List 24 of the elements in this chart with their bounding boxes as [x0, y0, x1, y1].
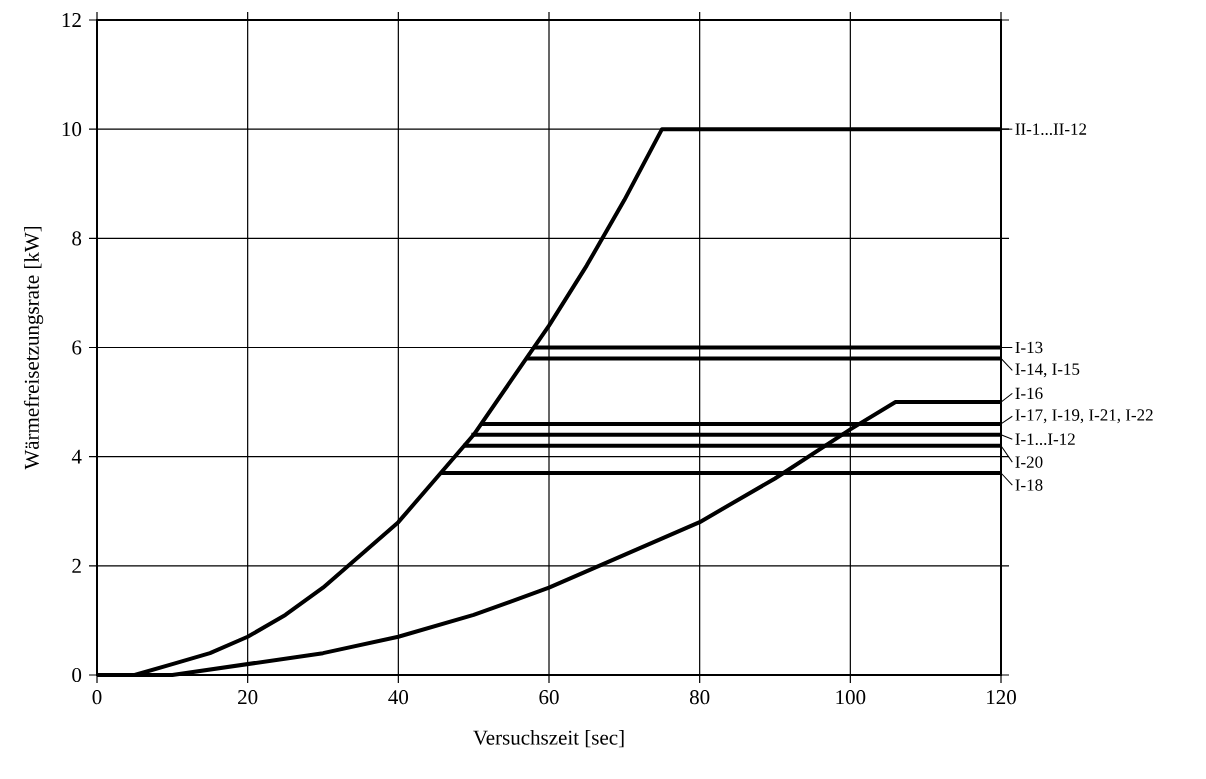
legend-label: I-17, I-19, I-21, I-22 — [1015, 409, 1153, 424]
x-tick-label: 0 — [92, 690, 102, 705]
x-tick-label: 100 — [836, 690, 866, 705]
legend-label: I-18 — [1015, 479, 1043, 491]
y-tick-label: 12 — [62, 13, 81, 27]
y-tick-label: 0 — [72, 667, 82, 683]
legend-label: II-1...II-12 — [1015, 123, 1087, 135]
x-tick-label: 120 — [987, 690, 1016, 705]
legend-label: I-1...I-12 — [1015, 433, 1075, 445]
legend-label: I-16 — [1015, 387, 1043, 400]
x-tick-label: 60 — [539, 690, 559, 705]
legend-label: I-14, I-15 — [1015, 363, 1080, 378]
y-tick-label: 10 — [62, 122, 82, 137]
legend-label: I-13 — [1015, 341, 1043, 354]
y-tick-label: 2 — [72, 558, 81, 573]
y-axis-title: Wärmefreisetzungsrate [kW] — [23, 226, 44, 470]
x-tick-label: 40 — [388, 690, 409, 705]
y-tick-label: 8 — [72, 231, 82, 246]
x-tick-label: 20 — [238, 690, 258, 705]
y-tick-label: 4 — [71, 449, 82, 464]
legend-label: I-20 — [1015, 456, 1043, 468]
x-axis-title: Versuchszeit [sec] — [473, 729, 624, 748]
x-tick-label: 80 — [689, 690, 710, 705]
y-tick-label: 6 — [72, 340, 82, 355]
